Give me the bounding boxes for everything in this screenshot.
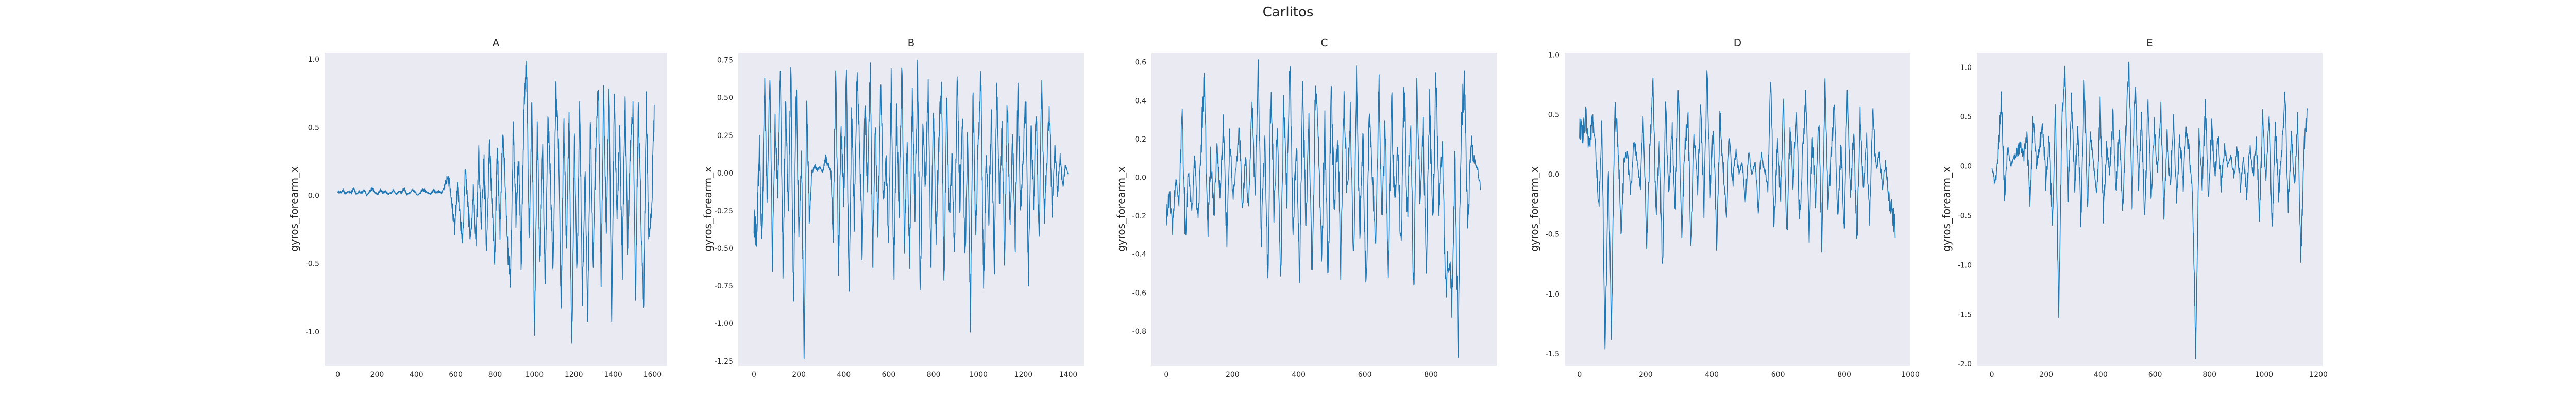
y-tick-label: -1.5 <box>1546 350 1560 358</box>
subplot-title: D <box>1734 37 1741 49</box>
x-tick-label: 800 <box>2202 371 2216 379</box>
y-tick-label: 1.0 <box>1548 52 1560 60</box>
x-tick-label: 0 <box>1164 371 1168 379</box>
y-tick-label: -0.8 <box>1132 328 1146 336</box>
y-tick-label: 0.0 <box>1135 174 1146 182</box>
series-line <box>753 59 1069 359</box>
subplot-title: E <box>2146 37 2153 49</box>
x-tick-label: 400 <box>1705 371 1719 379</box>
x-tick-label: 1000 <box>1901 371 1920 379</box>
y-axis-label: gyros_forearm_x <box>1528 166 1540 252</box>
y-tick-label: -0.4 <box>1132 251 1146 259</box>
y-tick-label: -1.25 <box>715 357 733 366</box>
y-tick-label: 0.0 <box>1960 163 1972 171</box>
y-tick-label: -1.00 <box>715 320 733 328</box>
x-tick-label: 1400 <box>1059 371 1078 379</box>
x-tick-label: 1000 <box>526 371 544 379</box>
x-tick-label: 800 <box>1837 371 1851 379</box>
y-tick-label: 0.25 <box>717 132 733 140</box>
x-tick-label: 400 <box>1292 371 1306 379</box>
x-tick-label: 600 <box>882 371 896 379</box>
y-tick-label: -0.25 <box>715 207 733 215</box>
x-tick-label: 200 <box>792 371 806 379</box>
y-tick-label: 1.0 <box>308 56 319 64</box>
plot-area <box>1151 53 1497 366</box>
y-axis-label: gyros_forearm_x <box>1940 166 1953 252</box>
y-tick-label: 0.5 <box>308 124 319 132</box>
y-tick-label: 0.5 <box>1548 111 1560 119</box>
y-tick-label: 1.0 <box>1960 64 1972 72</box>
x-tick-label: 200 <box>1639 371 1653 379</box>
x-tick-label: 600 <box>2148 371 2162 379</box>
x-tick-label: 800 <box>488 371 502 379</box>
y-axis-label: gyros_forearm_x <box>702 166 714 252</box>
figure-suptitle: Carlitos <box>1263 5 1314 20</box>
y-tick-label: 0.0 <box>1548 171 1560 179</box>
y-tick-label: -1.5 <box>1958 311 1972 319</box>
y-tick-label: -0.5 <box>1958 212 1972 220</box>
plot-area <box>1565 53 1910 366</box>
x-tick-label: 1000 <box>969 371 988 379</box>
y-axis-label: gyros_forearm_x <box>1115 166 1127 252</box>
subplot-title: B <box>908 37 915 49</box>
x-tick-label: 0 <box>1990 371 1994 379</box>
y-tick-label: -1.0 <box>1546 290 1560 299</box>
plot-area <box>1977 53 2323 366</box>
x-tick-label: 400 <box>410 371 423 379</box>
series-line <box>1579 70 1896 350</box>
x-tick-label: 200 <box>370 371 384 379</box>
y-tick-label: -0.2 <box>1132 212 1146 220</box>
y-tick-label: -0.50 <box>715 245 733 253</box>
y-tick-label: -2.0 <box>1958 360 1972 368</box>
y-tick-label: 0.00 <box>717 169 733 178</box>
y-axis-label: gyros_forearm_x <box>288 166 300 252</box>
y-tick-label: 0.6 <box>1135 59 1146 67</box>
x-tick-label: 800 <box>1424 371 1438 379</box>
y-tick-label: 0.75 <box>717 57 733 65</box>
y-tick-label: 0.2 <box>1135 135 1146 144</box>
series-line <box>337 60 655 344</box>
y-tick-label: -0.6 <box>1132 289 1146 297</box>
y-tick-label: 0.50 <box>717 94 733 102</box>
x-tick-label: 1200 <box>2309 371 2328 379</box>
y-tick-label: -0.5 <box>1546 231 1560 239</box>
subplot-title: A <box>493 37 500 49</box>
y-tick-label: -1.0 <box>1958 261 1972 269</box>
x-tick-label: 200 <box>1226 371 1240 379</box>
y-tick-label: -0.5 <box>306 260 319 268</box>
x-tick-label: 400 <box>2094 371 2108 379</box>
series-line <box>1166 59 1481 358</box>
x-tick-label: 0 <box>752 371 756 379</box>
x-tick-label: 1400 <box>604 371 622 379</box>
x-tick-label: 400 <box>837 371 851 379</box>
x-tick-label: 200 <box>2039 371 2053 379</box>
subplot-title: C <box>1321 37 1328 49</box>
y-tick-label: -0.75 <box>715 282 733 290</box>
y-tick-label: -1.0 <box>306 328 319 336</box>
series-line <box>1991 61 2308 359</box>
y-tick-label: 0.0 <box>308 192 319 200</box>
x-tick-label: 600 <box>1771 371 1785 379</box>
x-tick-label: 1600 <box>643 371 662 379</box>
x-tick-label: 800 <box>927 371 941 379</box>
x-tick-label: 600 <box>1358 371 1372 379</box>
x-tick-label: 600 <box>449 371 463 379</box>
y-tick-label: 0.4 <box>1135 97 1146 105</box>
x-tick-label: 0 <box>1577 371 1582 379</box>
x-tick-label: 1200 <box>1014 371 1033 379</box>
x-tick-label: 0 <box>335 371 340 379</box>
x-tick-label: 1200 <box>565 371 583 379</box>
y-tick-label: 0.5 <box>1960 113 1972 122</box>
x-tick-label: 1000 <box>2255 371 2274 379</box>
